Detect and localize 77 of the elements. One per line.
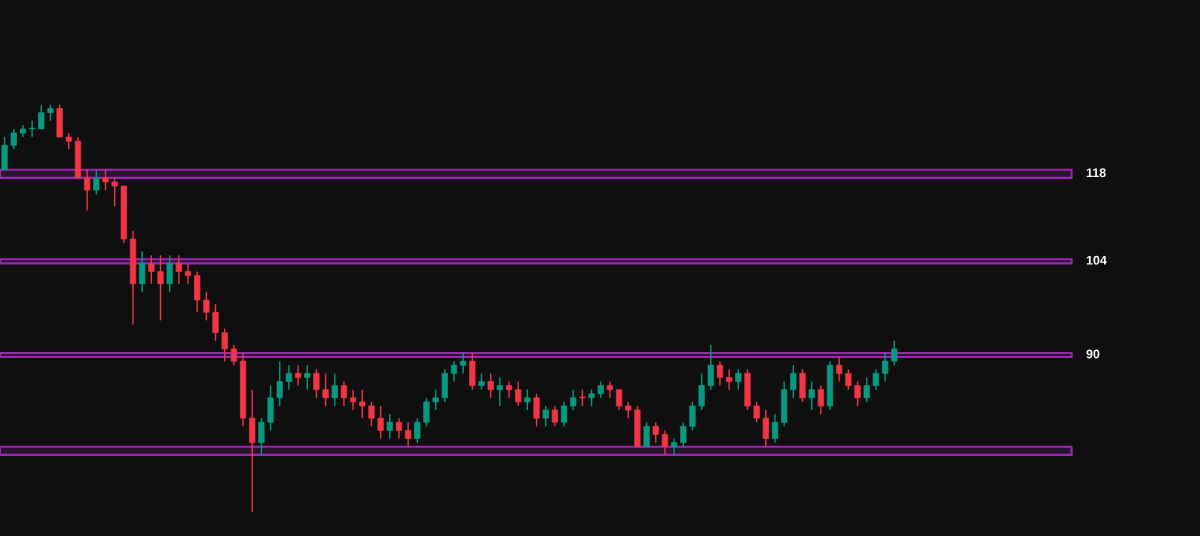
- candlestick: [872, 368, 879, 391]
- candlestick: [551, 405, 558, 428]
- candlestick: [38, 104, 45, 130]
- candlestick: [533, 393, 540, 428]
- candlestick: [460, 352, 467, 375]
- candlestick: [359, 388, 366, 419]
- band-label: 90: [1086, 349, 1100, 359]
- candlestick: [368, 401, 375, 428]
- candlestick: [661, 429, 669, 456]
- candlestick: [560, 401, 568, 428]
- candlestick: [93, 169, 100, 195]
- candlestick: [340, 380, 348, 407]
- candlestick: [707, 344, 714, 391]
- candlestick: [726, 368, 733, 391]
- candlestick: [515, 380, 522, 407]
- candlestick: [322, 372, 329, 407]
- candlestick: [184, 262, 192, 285]
- candlestick: [386, 413, 393, 440]
- candlestick: [157, 254, 164, 322]
- candlestick: [845, 368, 852, 391]
- candlestick: [258, 417, 265, 456]
- candlestick: [698, 372, 705, 411]
- candlestick: [570, 388, 577, 411]
- candlestick: [294, 364, 302, 387]
- candlestick: [615, 388, 623, 411]
- candlestick: [29, 120, 36, 138]
- candlestick: [671, 437, 678, 456]
- candlestick: [808, 380, 815, 411]
- candlestick: [753, 401, 760, 423]
- candlestick: [606, 380, 614, 399]
- candlestick: [643, 421, 650, 448]
- candlestick: [891, 340, 898, 366]
- candlestick: [652, 421, 659, 444]
- candlestick: [735, 368, 742, 391]
- candlestick: [203, 291, 210, 322]
- candlestick: [148, 254, 155, 285]
- candlestick: [881, 352, 889, 383]
- candlestick: [716, 360, 724, 387]
- candlestick: [542, 405, 549, 428]
- candlestick: [524, 388, 531, 411]
- candlestick: [450, 360, 458, 383]
- candlestick: [166, 254, 173, 293]
- candlestick: [771, 413, 779, 444]
- candlestick: [285, 364, 292, 391]
- candlestick: [102, 169, 109, 191]
- candlestick: [175, 254, 182, 285]
- candlestick: [350, 388, 357, 411]
- candlestick: [836, 356, 843, 383]
- candlestick: [505, 380, 513, 399]
- candlestick: [487, 372, 494, 399]
- candlestick: [111, 177, 118, 208]
- candlestick: [854, 380, 861, 407]
- candlestick: [689, 401, 696, 432]
- candlestick: [276, 360, 283, 407]
- candlestick: [84, 169, 91, 212]
- candlestick: [790, 364, 797, 399]
- candlestick: [10, 128, 17, 151]
- candlestick: [863, 376, 870, 403]
- candlestick: [432, 388, 439, 411]
- band-label: 104: [1086, 255, 1107, 265]
- candlestick: [496, 376, 503, 407]
- candlestick: [405, 421, 412, 448]
- band-label: 118: [1086, 168, 1106, 178]
- candlestick: [221, 327, 228, 362]
- candlestick: [817, 384, 824, 415]
- candlestick: [395, 417, 403, 440]
- candlestick: [423, 397, 430, 428]
- candlestick: [230, 344, 237, 366]
- candlestick: [377, 405, 384, 440]
- candlestick: [762, 409, 769, 448]
- candlestick: [313, 368, 320, 399]
- candlestick: [304, 364, 311, 391]
- candlestick: [212, 303, 219, 342]
- candlestick: [331, 372, 338, 407]
- candlestick: [139, 250, 146, 293]
- candlestick: [680, 421, 687, 448]
- candlestick: [414, 417, 421, 444]
